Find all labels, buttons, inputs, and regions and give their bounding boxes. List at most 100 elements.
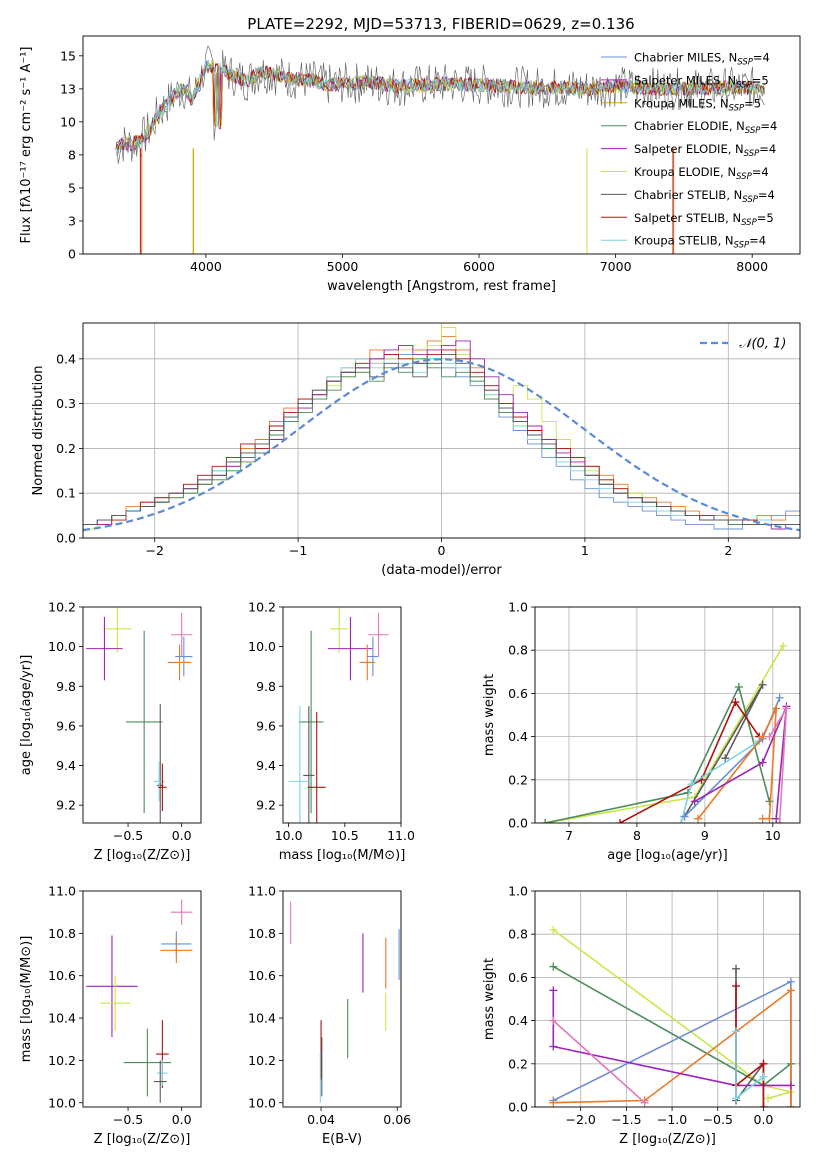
massweight-vs-age-series-marker <box>765 797 774 806</box>
age-vs-Z-ytick-label: 9.6 <box>56 718 76 733</box>
massweight-vs-age-series-marker <box>758 732 767 741</box>
massweight-vs-age-series-marker <box>687 780 696 789</box>
massweight-vs-age-series-marker <box>615 819 624 823</box>
age-vs-Z-xtick-label: −0.5 <box>113 828 143 843</box>
massweight-vs-age-ytick-label: 1.0 <box>508 600 528 615</box>
spectrum-xtick-label: 6000 <box>463 259 495 274</box>
mass-vs-Z-panel: −0.5 0.0 10.0 10.2 10.4 10.6 10.8 11.0 Z [log₁₀(… <box>19 884 202 1147</box>
massweight-vs-Z-series-marker <box>732 964 741 973</box>
residual-histogram-xlabel: (data-model)/error <box>381 563 502 578</box>
spectrum-legend-label: Chabrier STELIB, NSSP=4 <box>634 188 775 205</box>
massweight-vs-Z-frame <box>534 890 801 1108</box>
massweight-vs-Z-series-line <box>735 1031 764 1101</box>
spectrum-series-line <box>115 62 766 152</box>
age-vs-mass-ytick-label: 9.4 <box>256 758 276 773</box>
residual-histogram-xtick-label: 2 <box>724 543 732 558</box>
massweight-vs-age-series-marker <box>758 814 767 823</box>
residual-histogram-ytick-label: 0.4 <box>56 351 76 366</box>
spectrum-xtick-label: 8000 <box>736 259 768 274</box>
massweight-vs-age-series-marker <box>731 698 740 707</box>
age-vs-Z-ytick-label: 10.2 <box>48 600 76 615</box>
spectrum-ylabel: Flux [fλ10⁻¹⁷ erg cm⁻² s⁻¹ A⁻¹] <box>19 47 34 244</box>
massweight-vs-age-series-marker <box>677 819 686 823</box>
histogram-series-step <box>83 353 800 538</box>
spectrum-xlabel: wavelength [Angstrom, rest frame] <box>327 279 556 294</box>
massweight-vs-age-ytick-label: 0.2 <box>508 772 528 787</box>
spectrum-series-line <box>115 45 765 164</box>
spectrum-ytick-label: 10 <box>60 114 76 129</box>
spectrum-legend-label: Salpeter ELODIE, NSSP=4 <box>634 142 776 159</box>
massweight-vs-Z-series-line <box>552 1020 646 1104</box>
massweight-vs-Z-series-marker <box>732 1094 741 1103</box>
mass-vs-EBV-plot-area <box>290 901 400 1103</box>
massweight-vs-Z-ylabel: mass weight <box>482 958 497 1040</box>
massweight-vs-age-series-marker <box>779 641 788 650</box>
mass-vs-EBV-xlabel: E(B-V) <box>322 1132 362 1147</box>
massweight-vs-age-series-marker <box>690 797 699 806</box>
massweight-vs-Z-series-marker <box>764 1094 773 1103</box>
massweight-vs-age-series-marker <box>758 758 767 767</box>
residual-histogram-xtick-label: −2 <box>145 543 163 558</box>
massweight-vs-Z-series-line <box>553 988 792 1107</box>
mass-vs-Z-ytick-label: 10.6 <box>48 968 76 983</box>
massweight-vs-Z-xtick-label: −1.0 <box>657 1112 687 1127</box>
gaussian-curve <box>83 358 800 532</box>
mass-vs-EBV-ytick-label: 11.0 <box>248 884 276 899</box>
spectrum-panel: 4000 5000 6000 7000 8000 0 3 5 8 10 13 15 wavelength… <box>19 35 801 294</box>
massweight-vs-age-xtick-label: 9 <box>701 828 709 843</box>
massweight-vs-Z-panel: −2.0 −1.5 −1.0 −0.5 0.0 0.0 0.2 0.4 0.6 0.8 1.0 Z [… <box>482 884 801 1147</box>
massweight-vs-age-xtick-label: 10 <box>765 828 781 843</box>
spectrum-ytick-label: 8 <box>68 147 76 162</box>
spectrum-ytick-label: 5 <box>68 180 76 195</box>
spectrum-legend-label: Salpeter MILES, NSSP=5 <box>634 73 769 90</box>
massweight-vs-age-series-marker <box>694 814 703 823</box>
age-vs-mass-xtick-label: 10.0 <box>275 828 303 843</box>
massweight-vs-Z-series-marker <box>640 1098 649 1107</box>
massweight-vs-Z-series-marker <box>786 986 795 995</box>
massweight-vs-Z-series-marker <box>759 1072 768 1081</box>
massweight-vs-Z-plot-area <box>549 925 795 1107</box>
spectrum-legend-label: Salpeter STELIB, NSSP=5 <box>634 211 774 228</box>
residual-histogram-ytick-label: 0.3 <box>56 396 76 411</box>
massweight-vs-Z-series-marker <box>549 962 558 971</box>
age-vs-mass-ytick-label: 9.6 <box>256 718 276 733</box>
spectrum-xtick-label: 5000 <box>327 259 359 274</box>
mass-vs-Z-plot-area <box>86 899 193 1103</box>
mass-vs-Z-ytick-label: 11.0 <box>48 884 76 899</box>
mass-vs-Z-xtick-label: 0.0 <box>172 1112 192 1127</box>
age-vs-mass-xlabel: mass [log₁₀(M/M⊙)] <box>279 848 406 863</box>
massweight-vs-age-series-line <box>619 700 760 823</box>
age-vs-Z-plot-area <box>86 607 193 823</box>
mass-vs-EBV-panel: 0.04 0.06 10.0 10.2 10.4 10.6 10.8 11.0 E(B-V) <box>248 884 411 1148</box>
mass-vs-Z-frame <box>82 890 202 1108</box>
age-vs-Z-ylabel: age [log₁₀(age/yr)] <box>19 655 34 776</box>
residual-histogram-ytick-label: 0.0 <box>56 531 76 546</box>
spectrum-legend-label: Kroupa ELODIE, NSSP=4 <box>634 165 769 182</box>
massweight-vs-Z-series-marker <box>549 925 558 934</box>
massweight-vs-age-frame <box>534 606 801 824</box>
mass-vs-EBV-ytick-label: 10.8 <box>248 926 276 941</box>
mass-vs-Z-ytick-label: 10.8 <box>48 926 76 941</box>
spectrum-plot-area <box>115 45 766 254</box>
age-vs-mass-xtick-label: 10.5 <box>331 828 359 843</box>
massweight-vs-Z-series-marker <box>732 1027 741 1036</box>
massweight-vs-Z-series-marker <box>759 1103 768 1107</box>
massweight-vs-age-series-line <box>694 706 788 819</box>
age-vs-mass-xtick-label: 11.0 <box>387 828 415 843</box>
massweight-vs-Z-xtick-label: −1.5 <box>611 1112 641 1127</box>
massweight-vs-age-plot-area <box>541 641 791 823</box>
spectrum-legend-label: Chabrier MILES, NSSP=4 <box>634 51 770 68</box>
mass-vs-Z-ytick-label: 10.4 <box>48 1011 76 1026</box>
age-vs-mass-ytick-label: 10.0 <box>248 639 276 654</box>
residual-histogram-xtick-label: 1 <box>581 543 589 558</box>
figure-title: PLATE=2292, MJD=53713, FIBERID=0629, z=0… <box>247 15 634 33</box>
massweight-vs-Z-ytick-label: 1.0 <box>508 884 528 899</box>
massweight-vs-Z-series-marker <box>549 1042 558 1051</box>
massweight-vs-Z-series-marker <box>786 1081 795 1090</box>
age-vs-mass-panel: 10.0 10.5 11.0 9.2 9.4 9.6 9.8 10.0 10.2 mass [lo… <box>248 600 415 864</box>
massweight-vs-age-series-line <box>545 645 784 823</box>
massweight-vs-age-series-marker <box>775 819 784 823</box>
massweight-vs-Z-series-marker <box>759 1059 768 1068</box>
residual-histogram-xtick-label: 0 <box>438 543 446 558</box>
spectrum-xtick-label: 4000 <box>190 259 222 274</box>
